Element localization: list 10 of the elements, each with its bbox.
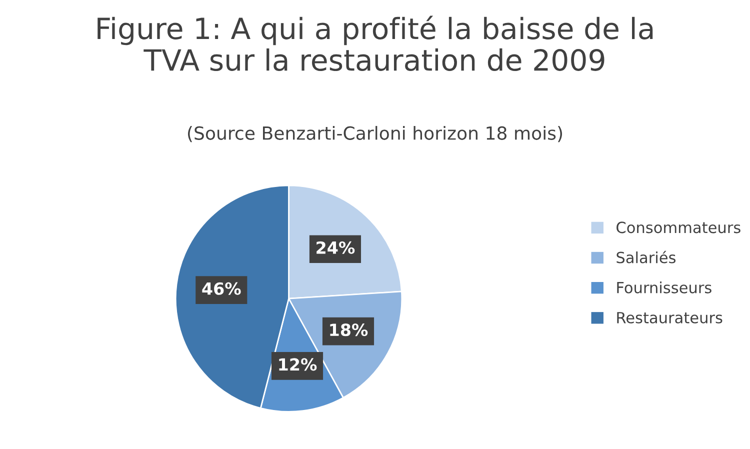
legend-label: Fournisseurs (617, 282, 712, 294)
chart-subtitle: (Source Benzarti-Carloni horizon 18 mois) (188, 126, 562, 142)
legend-label: Salariés (616, 250, 676, 264)
chart-title: Figure 1: A qui a profité la baisse de la TVA sur la restauration de 2009 (98, 16, 653, 72)
legend-label: Consommateurs (616, 222, 740, 234)
data-label: 12% (279, 358, 317, 371)
legend-label: Restaurateurs (617, 312, 722, 324)
data-label: 24% (316, 241, 355, 254)
data-label: 46% (202, 282, 241, 295)
data-label: 18% (330, 324, 368, 336)
